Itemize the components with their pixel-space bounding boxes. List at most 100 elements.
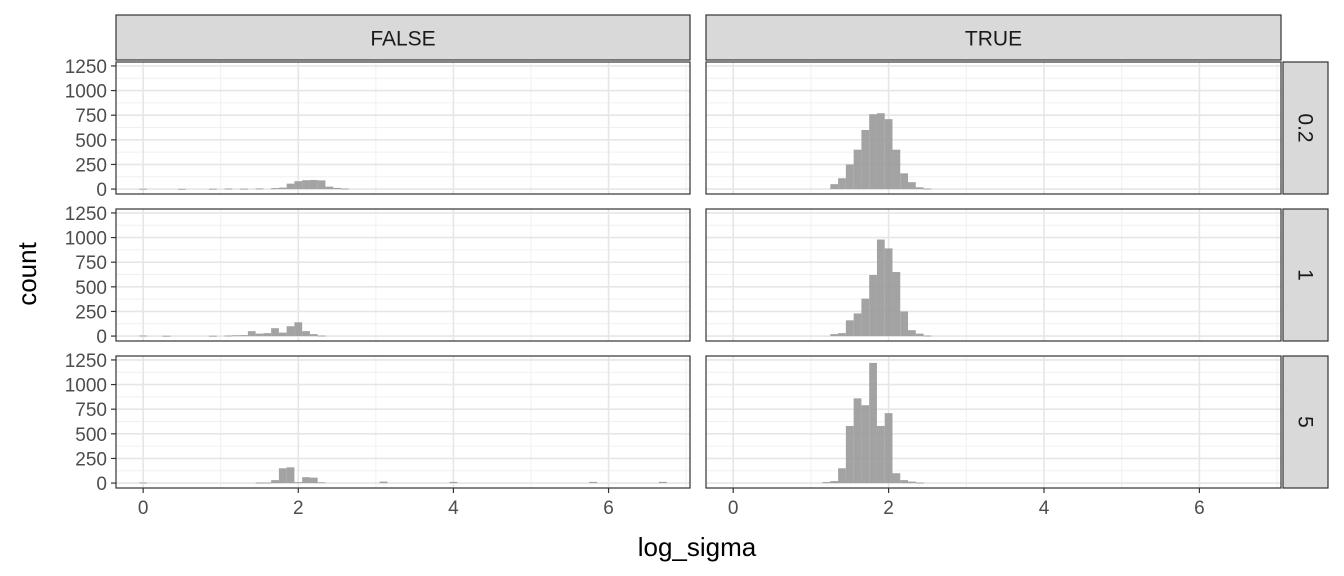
- panel-border: [705, 355, 1282, 489]
- histogram-bar: [923, 335, 932, 337]
- histogram-bar: [449, 481, 458, 484]
- histogram-bar: [209, 335, 217, 337]
- histogram-bar: [869, 362, 877, 484]
- histogram-bar: [861, 405, 870, 484]
- histogram-bar: [869, 114, 877, 190]
- facet-panel: [705, 355, 1282, 489]
- histogram-bar: [255, 333, 264, 337]
- histogram-bar: [830, 184, 839, 190]
- facet-panel: [115, 61, 691, 195]
- histogram-bar: [658, 481, 667, 484]
- histogram-bar: [853, 313, 862, 337]
- y-axis-tick-label: 0: [96, 474, 107, 495]
- histogram-bar: [861, 298, 870, 337]
- panel-border: [115, 61, 691, 195]
- histogram-bar: [232, 335, 241, 337]
- y-axis-tick-label: 0: [96, 327, 107, 348]
- histogram-bar: [294, 482, 303, 484]
- histogram-bar: [861, 129, 870, 190]
- histogram-bar: [340, 188, 349, 190]
- histogram-bar: [209, 188, 217, 190]
- facet-panel: [115, 208, 691, 342]
- x-axis-tick-label: 6: [603, 498, 614, 519]
- histogram-bar: [139, 335, 148, 337]
- y-axis-tick-label: 250: [75, 449, 107, 470]
- axes: 0 250 500 750 1000 1250 0 250 500 750 1000 1250 0 2 50…: [65, 57, 1205, 519]
- histogram-bar: [830, 334, 839, 337]
- histogram-bar: [853, 398, 862, 484]
- x-axis-tick-label: 2: [293, 498, 304, 519]
- histogram-bar: [876, 239, 885, 337]
- histogram-bar: [908, 330, 916, 337]
- x-axis-tick-label: 4: [448, 498, 459, 519]
- histogram-bar: [139, 188, 148, 190]
- histogram-bar: [915, 333, 924, 337]
- histogram-bar: [876, 425, 885, 484]
- histogram-bar: [589, 481, 597, 484]
- y-axis-tick-label: 500: [75, 278, 107, 299]
- histogram-bar: [271, 480, 279, 484]
- y-axis-title: count: [12, 241, 42, 305]
- histogram-bar: [162, 335, 171, 337]
- histogram-bar: [892, 272, 901, 337]
- histogram-bar: [240, 188, 248, 190]
- histogram-bar: [869, 275, 877, 337]
- histogram-bar: [317, 482, 326, 484]
- histogram-bar: [247, 331, 256, 337]
- histogram-bar: [286, 183, 295, 190]
- histogram-bar: [302, 331, 310, 337]
- facet-strip-column-label: FALSE: [370, 28, 435, 51]
- histogram-bar: [255, 482, 264, 484]
- histogram-bar: [317, 335, 326, 337]
- facet-panel: [705, 208, 1282, 342]
- histogram-bar: [224, 188, 233, 190]
- y-axis-tick-label: 500: [75, 131, 107, 152]
- y-axis-tick-label: 500: [75, 425, 107, 446]
- histogram-bar: [309, 180, 318, 190]
- y-axis-tick-label: 750: [75, 253, 107, 274]
- y-axis-tick-label: 1000: [65, 82, 107, 103]
- facet-strip-column-label: TRUE: [965, 28, 1022, 51]
- histogram-bar: [853, 149, 862, 190]
- histogram-bar: [278, 332, 287, 337]
- facet-strip-row-label: 5: [1294, 416, 1317, 428]
- histogram-bar: [224, 335, 233, 337]
- panel-border: [705, 61, 1282, 195]
- histogram-bar: [884, 248, 893, 337]
- y-axis-tick-label: 1000: [65, 229, 107, 250]
- y-axis-tick-label: 250: [75, 155, 107, 176]
- facet-panel: [115, 355, 691, 489]
- y-axis-tick-label: 1000: [65, 376, 107, 397]
- facet-strip-column: [115, 14, 691, 61]
- histogram-bar: [278, 468, 287, 484]
- histogram-bar: [240, 335, 248, 337]
- histogram-bar: [286, 326, 295, 337]
- y-axis-tick-label: 750: [75, 106, 107, 127]
- panel-border: [115, 355, 691, 489]
- histogram-bar: [908, 481, 916, 484]
- histogram-bar: [884, 413, 893, 484]
- y-axis-tick-label: 750: [75, 400, 107, 421]
- histogram-bar: [900, 480, 909, 484]
- histogram-bar: [838, 178, 846, 190]
- histogram-bar: [317, 180, 326, 190]
- histogram-bar: [892, 473, 901, 484]
- histogram-bar: [379, 481, 388, 484]
- facet-strip-row: [1282, 355, 1329, 489]
- histogram-bar: [309, 334, 318, 337]
- x-axis-title: log_sigma: [638, 532, 757, 562]
- y-axis-tick-label: 1250: [65, 57, 107, 78]
- histogram-bar: [900, 173, 909, 190]
- x-axis-tick-label: 2: [883, 498, 894, 519]
- histogram-bar: [923, 188, 932, 190]
- histogram-bar: [325, 186, 334, 190]
- histogram-bar: [908, 182, 916, 190]
- histogram-bar: [915, 482, 924, 484]
- histogram-bar: [333, 187, 341, 190]
- x-axis-tick-label: 0: [138, 498, 149, 519]
- histogram-bar: [294, 181, 303, 190]
- histogram-bar: [838, 333, 846, 337]
- histogram-bar: [884, 119, 893, 190]
- y-axis-tick-label: 1250: [65, 204, 107, 225]
- x-axis-tick-label: 4: [1039, 498, 1050, 519]
